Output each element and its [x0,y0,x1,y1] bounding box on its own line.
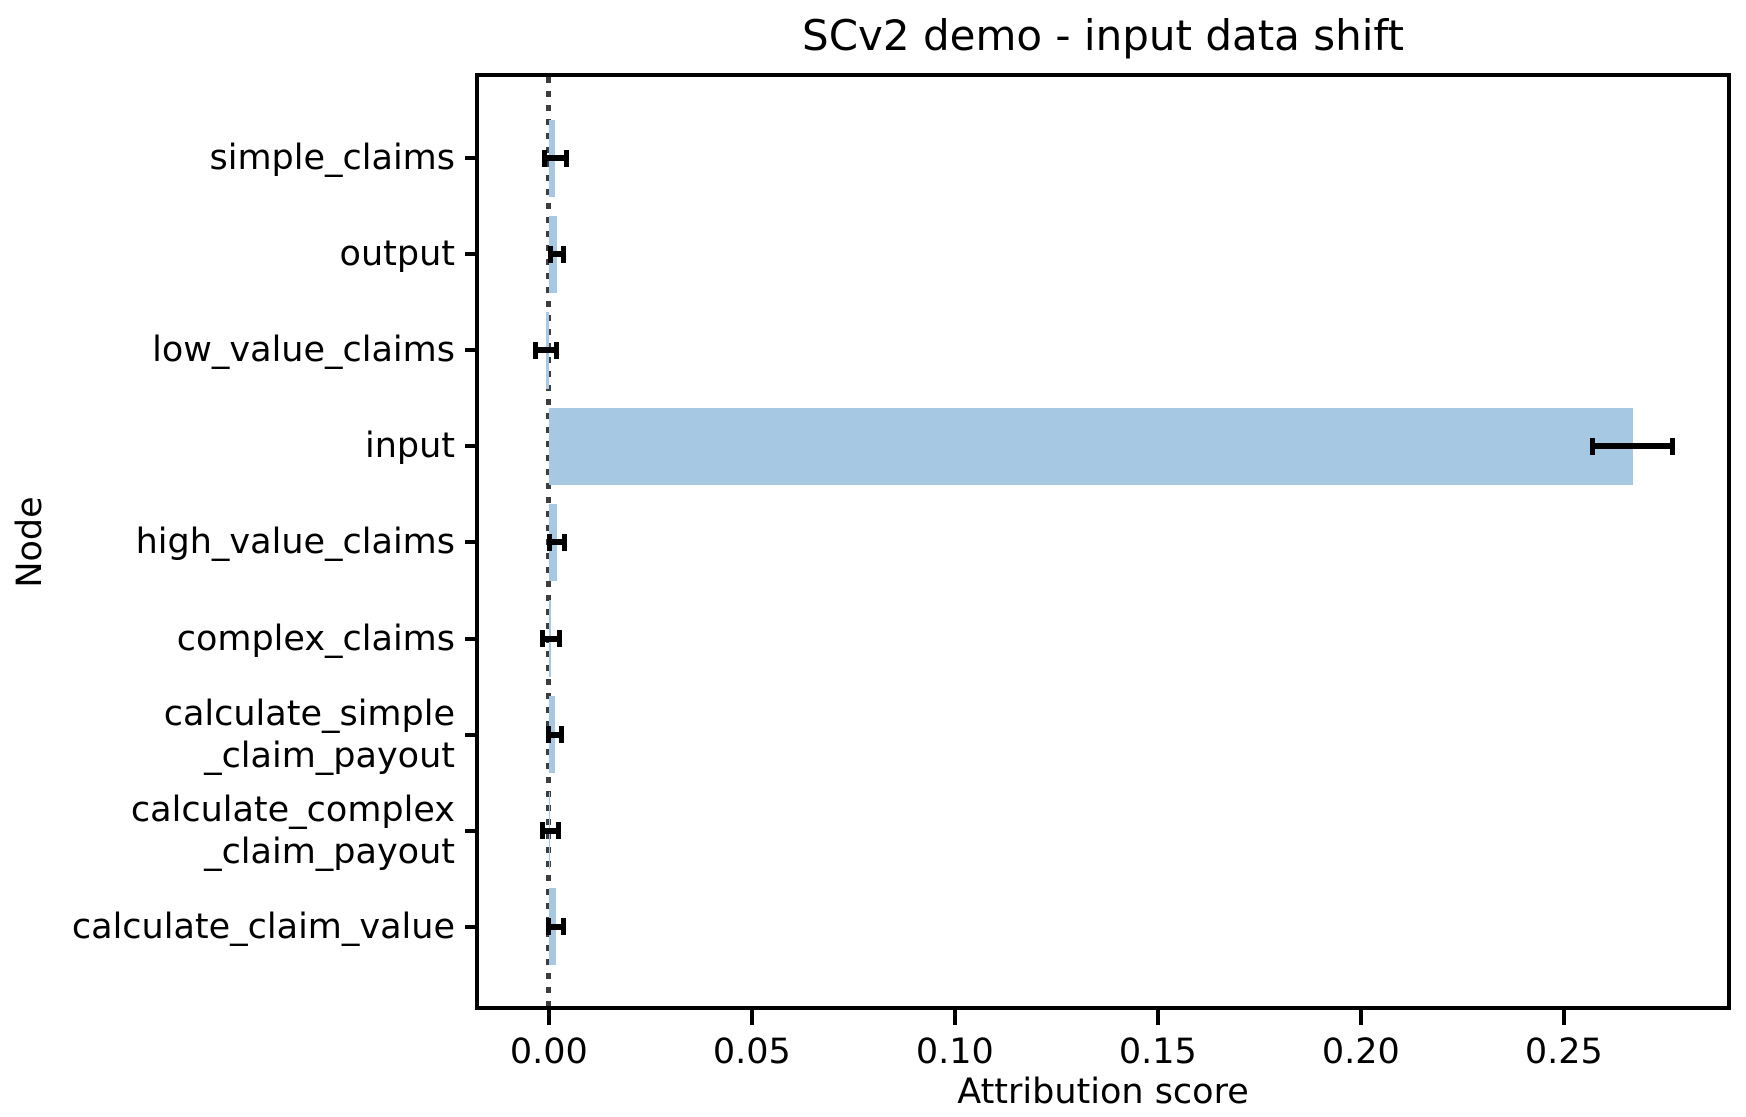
y-tick-output [465,252,479,257]
error-cap-low-input [1590,437,1596,455]
x-tick-label-0.10: 0.10 [915,1032,994,1072]
x-tick-label-0.05: 0.05 [712,1032,791,1072]
x-tick-label-0.25: 0.25 [1524,1032,1603,1072]
chart-title: SCv2 demo - input data shift [802,11,1404,60]
error-cap-low-low-value-claims [532,341,538,359]
y-tick-label-calculate-complex-claim-payout: calculate_complex _claim_payout [130,789,455,872]
x-tick-label-0.20: 0.20 [1321,1032,1400,1072]
error-bar-low-value-claims [534,347,558,354]
bar-input [548,407,1633,485]
error-cap-low-complex-claims [539,630,545,647]
error-cap-high-calculate-simple-claim-payout [559,726,565,744]
error-bar-high-value-claims [549,539,565,546]
error-bar-calculate-complex-claim-payout [541,827,559,834]
error-bar-input [1592,443,1674,450]
error-cap-high-complex-claims [556,630,562,647]
x-tick-0.25 [1561,1010,1566,1025]
error-cap-low-calculate-claim-value [545,918,551,936]
x-tick-0.05 [749,1010,754,1025]
y-tick-label-high-value-claims: high_value_claims [135,522,455,563]
x-axis-label: Attribution score [957,1072,1249,1112]
x-tick-0.20 [1358,1010,1363,1025]
y-tick-calculate-complex-claim-payout [465,828,479,833]
error-bar-complex-claims [541,635,560,642]
error-cap-low-simple-claims [541,149,547,167]
error-cap-high-calculate-complex-claim-payout [555,822,561,840]
y-tick-calculate-simple-claim-payout [465,732,479,737]
plot-area [475,73,1731,1010]
y-tick-high-value-claims [465,540,479,545]
error-bar-calculate-simple-claim-payout [547,731,563,738]
x-tick-0.15 [1155,1010,1160,1025]
x-tick-0.00 [546,1010,551,1025]
error-bar-output [549,251,565,258]
error-cap-high-simple-claims [564,149,570,167]
error-cap-high-output [561,245,567,263]
y-tick-low-value-claims [465,348,479,353]
y-tick-label-calculate-simple-claim-payout: calculate_simple _claim_payout [163,693,455,776]
error-bar-calculate-claim-value [547,923,564,930]
error-bar-simple-claims [543,155,568,161]
error-cap-high-input [1670,437,1676,455]
error-cap-low-high-value-claims [547,533,553,551]
x-tick-label-0.00: 0.00 [509,1032,588,1072]
error-cap-low-calculate-complex-claim-payout [539,822,545,840]
y-tick-calculate-claim-value [465,924,479,929]
y-tick-label-calculate-claim-value: calculate_claim_value [71,906,455,947]
error-cap-low-output [547,245,553,263]
error-cap-high-high-value-claims [561,533,567,551]
error-cap-high-calculate-claim-value [560,918,566,936]
y-tick-label-output: output [339,234,455,275]
error-cap-high-low-value-claims [554,341,560,359]
y-tick-input [465,444,479,449]
y-tick-label-simple-claims: simple_claims [209,138,456,178]
error-cap-low-calculate-simple-claim-payout [545,726,551,744]
y-tick-simple-claims [465,156,479,160]
x-tick-label-0.15: 0.15 [1118,1032,1197,1072]
y-tick-complex-claims [465,636,479,641]
x-tick-0.10 [952,1010,957,1025]
y-tick-label-input: input [364,426,455,467]
y-tick-label-complex-claims: complex_claims [176,618,455,659]
y-tick-label-low-value-claims: low_value_claims [152,330,455,371]
